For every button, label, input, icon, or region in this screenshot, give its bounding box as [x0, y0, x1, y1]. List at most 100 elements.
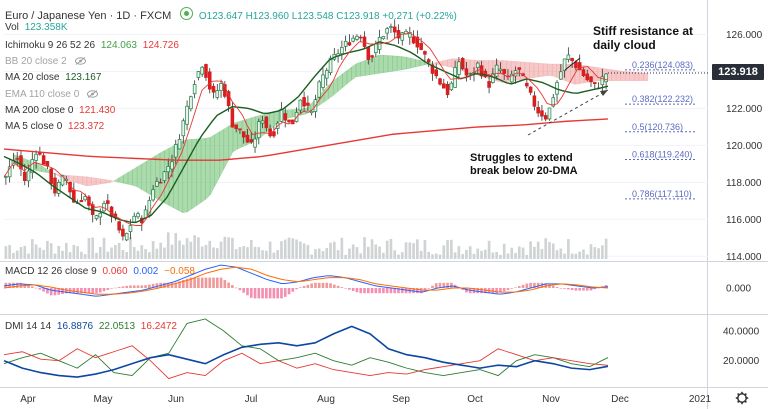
macd-histogram-bar [465, 288, 468, 293]
candle-up [468, 72, 472, 75]
macd-histogram-bar [517, 286, 521, 288]
volume-bar [450, 239, 453, 259]
candle-up [385, 28, 389, 34]
macd-histogram-bar [234, 287, 238, 289]
volume-bar [215, 248, 219, 259]
legend-ma200[interactable]: MA 200 close 0 121.430 [5, 105, 118, 117]
candle-down [536, 106, 540, 114]
macd-histogram-bar [310, 283, 313, 288]
volume-bar [223, 236, 227, 259]
volume-bar [336, 250, 340, 259]
volume-bar [102, 237, 106, 259]
candle-down [411, 36, 416, 44]
macd-histogram-bar [246, 288, 249, 296]
macd-histogram-bar [344, 288, 347, 289]
volume-bar [306, 245, 310, 259]
candle-down [585, 73, 590, 81]
volume-bar [400, 252, 404, 259]
volume-bar [208, 240, 212, 259]
volume-bar [359, 253, 363, 259]
legend-ema110[interactable]: EMA 110 close 0 [5, 89, 99, 101]
candle-down [226, 91, 231, 107]
candle-up [151, 189, 155, 201]
macd-histogram-bar [397, 288, 400, 294]
macd-histogram-bar [442, 282, 446, 288]
volume-bar [355, 247, 359, 259]
fib-level-label: 0.5(120.736) [632, 122, 683, 132]
volume-bar [555, 250, 559, 259]
ichimoku-cloud-bull [355, 61, 361, 78]
macd-histogram-bar [219, 277, 223, 288]
candle-up [162, 171, 167, 181]
volume-bar [98, 247, 102, 259]
volume-bar [114, 245, 117, 259]
ichimoku-cloud-bull [155, 152, 161, 201]
legend-bb[interactable]: BB 20 close 2 [5, 56, 86, 68]
candle-down [464, 68, 469, 76]
volume-bar [87, 238, 91, 259]
candle-up [215, 90, 220, 98]
legend-ichimoku[interactable]: Ichimoku 9 26 52 26 124.063 124.726 [5, 40, 182, 52]
candle-up [30, 159, 35, 174]
macd-histogram-bar [27, 285, 30, 288]
candle-up [279, 108, 284, 122]
candle-up [559, 71, 563, 80]
macd-histogram-bar [378, 288, 381, 294]
candle-down [207, 71, 212, 90]
volume-bar [423, 240, 427, 259]
macd-histogram-bar [506, 288, 510, 290]
candle-down [370, 55, 374, 58]
candle-down [487, 81, 491, 88]
volume-bar [434, 253, 438, 259]
macd-histogram-bar [136, 285, 140, 288]
candle-down [41, 155, 46, 165]
ichimoku-value-2: 124.726 [142, 40, 179, 51]
candle-up [7, 166, 12, 178]
macd-histogram-bar [351, 288, 355, 291]
candle-down [121, 228, 125, 237]
macd-histogram-bar [276, 288, 280, 299]
ichimoku-cloud-bull [365, 58, 370, 76]
candle-down [19, 155, 23, 170]
legend-ma20[interactable]: MA 20 close 123.167 [5, 72, 104, 84]
macd-histogram-bar [446, 282, 449, 288]
candle-down [358, 36, 363, 39]
volume-bar [238, 247, 242, 259]
volume-bar [476, 248, 480, 259]
volume-bar [166, 232, 170, 259]
ichimoku-cloud-bull [146, 158, 152, 196]
annotation-resistance: Stiff resistance at daily cloud [593, 24, 693, 52]
legend-vol[interactable]: Vol 123.358K [5, 22, 71, 34]
macd-histogram-bar [476, 288, 480, 294]
ichimoku-cloud-bear [538, 62, 544, 78]
volume-bar [442, 245, 446, 259]
legend-dmi[interactable]: DMI 14 14 16.8876 22.0513 16.2472 [5, 321, 180, 333]
volume-bar [163, 247, 166, 259]
macd-histogram-bar [144, 285, 147, 288]
macd-histogram-bar [325, 282, 329, 288]
ma5-label: MA 5 close 0 [5, 121, 63, 132]
volume-bar [412, 243, 415, 259]
hidden-eye-icon[interactable] [74, 57, 86, 66]
macd-histogram-bar [249, 288, 253, 298]
legend-ma5[interactable]: MA 5 close 0 123.372 [5, 121, 107, 133]
ma20-line [3, 41, 609, 224]
volume-bar [419, 250, 423, 259]
volume-bar [261, 250, 264, 259]
price-tick-label: 126.000 [726, 30, 763, 41]
macd-histogram-bar [438, 282, 442, 288]
candle-down [204, 64, 208, 78]
volume-bar [472, 253, 476, 259]
candle-down [366, 46, 371, 60]
candle-down [49, 168, 53, 184]
volume-bar [487, 240, 491, 259]
macd-histogram-bar [132, 285, 136, 288]
volume-bar [510, 247, 514, 259]
time-tick-label: Jun [168, 394, 184, 405]
candle-down [306, 102, 310, 106]
macd-histogram-bar [589, 288, 593, 291]
hidden-eye-icon[interactable] [87, 90, 99, 99]
legend-macd[interactable]: MACD 12 26 close 9 0.060 0.002 −0.058 [5, 266, 198, 278]
ichimoku-cloud-bull [209, 134, 215, 196]
